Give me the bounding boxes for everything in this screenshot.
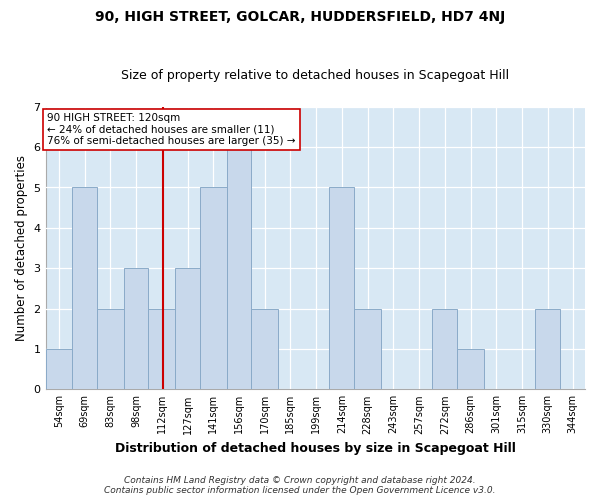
Bar bbox=[535, 308, 560, 390]
Text: Contains HM Land Registry data © Crown copyright and database right 2024.
Contai: Contains HM Land Registry data © Crown c… bbox=[104, 476, 496, 495]
Bar bbox=[433, 308, 457, 390]
Text: 90, HIGH STREET, GOLCAR, HUDDERSFIELD, HD7 4NJ: 90, HIGH STREET, GOLCAR, HUDDERSFIELD, H… bbox=[95, 10, 505, 24]
Bar bbox=[124, 268, 148, 390]
Title: Size of property relative to detached houses in Scapegoat Hill: Size of property relative to detached ho… bbox=[121, 69, 509, 82]
Bar bbox=[329, 188, 355, 390]
Bar bbox=[355, 308, 381, 390]
Text: 90 HIGH STREET: 120sqm
← 24% of detached houses are smaller (11)
76% of semi-det: 90 HIGH STREET: 120sqm ← 24% of detached… bbox=[47, 113, 296, 146]
Bar bbox=[46, 349, 72, 390]
X-axis label: Distribution of detached houses by size in Scapegoat Hill: Distribution of detached houses by size … bbox=[115, 442, 516, 455]
Bar bbox=[457, 349, 484, 390]
Bar bbox=[97, 308, 124, 390]
Bar bbox=[72, 188, 97, 390]
Bar bbox=[251, 308, 278, 390]
Bar bbox=[200, 188, 227, 390]
Bar bbox=[175, 268, 200, 390]
Y-axis label: Number of detached properties: Number of detached properties bbox=[15, 155, 28, 341]
Bar bbox=[227, 147, 251, 390]
Bar bbox=[148, 308, 175, 390]
